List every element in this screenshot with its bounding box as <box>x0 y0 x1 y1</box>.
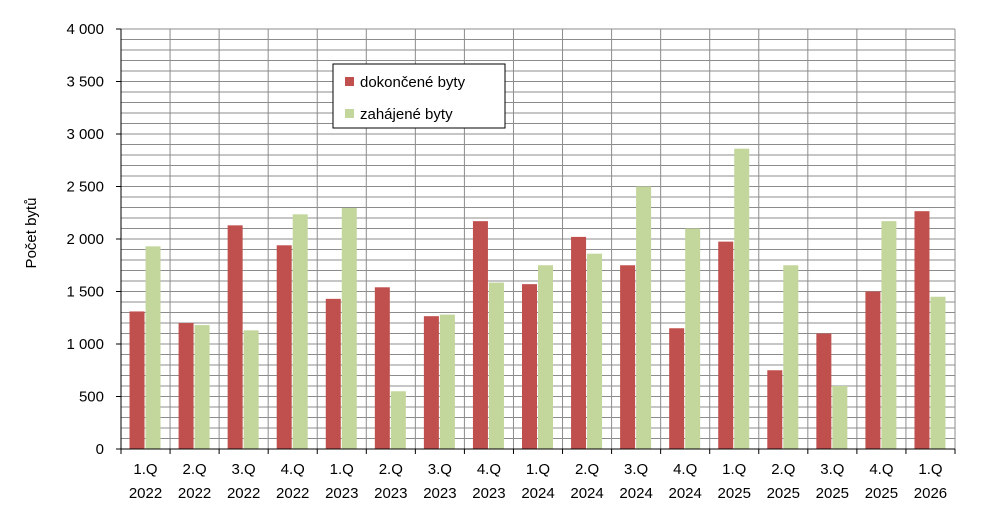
bar-zahajene-14 <box>832 386 848 449</box>
bar-zahajene-12 <box>734 148 750 449</box>
bars <box>129 148 946 449</box>
x-tick-label-year: 2023 <box>423 485 456 502</box>
y-tick-label: 3 000 <box>66 126 104 143</box>
bar-dokoncene-14 <box>816 333 832 449</box>
bar-dokoncene-2 <box>227 225 243 449</box>
x-tick-label-quarter: 4.Q <box>673 461 697 478</box>
y-tick-label: 0 <box>96 441 104 458</box>
x-tick-label-quarter: 2.Q <box>575 461 599 478</box>
bar-zahajene-7 <box>488 282 504 449</box>
y-tick-label: 2 000 <box>66 231 104 248</box>
x-tick-label-quarter: 1.Q <box>330 461 354 478</box>
x-tick-label-quarter: 2.Q <box>182 461 206 478</box>
x-tick-label-year: 2022 <box>276 485 309 502</box>
x-tick-labels: 1.Q 2022 2.Q 2022 3.Q 2022 4.Q 2022 1.Q 2023 2.Q 20… <box>129 461 947 502</box>
axes <box>116 28 956 454</box>
x-tick-label-quarter: 1.Q <box>526 461 550 478</box>
y-tick-labels: 0 500 1 000 1 500 2 000 2 500 3 000 3 500 4 000 <box>66 21 104 458</box>
y-tick-label: 1 000 <box>66 336 104 353</box>
bar-zahajene-1 <box>194 325 210 449</box>
bar-zahajene-2 <box>243 330 259 449</box>
bar-zahajene-0 <box>145 246 161 449</box>
y-axis-label: Počet bytů <box>23 198 40 269</box>
bar-dokoncene-7 <box>472 221 488 449</box>
bar-zahajene-13 <box>783 265 799 449</box>
x-tick-label-year: 2025 <box>767 485 800 502</box>
bar-zahajene-5 <box>390 391 406 449</box>
x-tick-label-year: 2022 <box>129 485 162 502</box>
x-tick-label-quarter: 4.Q <box>281 461 305 478</box>
bar-dokoncene-1 <box>178 323 194 449</box>
bar-dokoncene-15 <box>865 291 881 449</box>
bar-dokoncene-10 <box>620 265 636 449</box>
x-tick-label-year: 2024 <box>570 485 603 502</box>
bar-zahajene-4 <box>341 208 357 449</box>
bar-zahajene-11 <box>685 228 701 449</box>
x-tick-label-year: 2026 <box>914 485 947 502</box>
legend: dokončené byty zahájené byty <box>332 63 506 129</box>
y-tick-label: 2 500 <box>66 179 104 196</box>
x-tick-label-year: 2023 <box>472 485 505 502</box>
x-tick-label-quarter: 1.Q <box>722 461 746 478</box>
bar-dokoncene-9 <box>571 236 587 449</box>
bar-zahajene-3 <box>292 214 308 449</box>
x-tick-label-year: 2025 <box>865 485 898 502</box>
x-tick-label-year: 2023 <box>374 485 407 502</box>
legend-swatch-zahajene <box>345 109 354 118</box>
x-tick-label-year: 2024 <box>521 485 554 502</box>
x-tick-label-quarter: 4.Q <box>477 461 501 478</box>
x-tick-label-quarter: 3.Q <box>428 461 452 478</box>
y-tick-label: 500 <box>79 389 104 406</box>
bar-dokoncene-3 <box>276 245 292 449</box>
x-tick-label-quarter: 1.Q <box>133 461 157 478</box>
x-tick-label-year: 2022 <box>178 485 211 502</box>
x-tick-label-quarter: 3.Q <box>820 461 844 478</box>
y-tick-label: 3 500 <box>66 74 104 91</box>
y-tick-label: 1 500 <box>66 284 104 301</box>
x-tick-label-year: 2024 <box>668 485 701 502</box>
x-tick-label-quarter: 3.Q <box>624 461 648 478</box>
x-tick-label-year: 2023 <box>325 485 358 502</box>
x-tick-label-year: 2025 <box>816 485 849 502</box>
legend-box <box>332 63 506 129</box>
x-tick-label-year: 2022 <box>227 485 260 502</box>
x-tick-label-quarter: 4.Q <box>869 461 893 478</box>
bar-zahajene-10 <box>636 186 652 449</box>
bar-zahajene-8 <box>538 265 553 449</box>
x-tick-label-quarter: 1.Q <box>918 461 942 478</box>
bar-zahajene-9 <box>587 253 603 449</box>
x-tick-label-quarter: 2.Q <box>771 461 795 478</box>
bar-zahajene-15 <box>881 221 897 449</box>
y-tick-label: 4 000 <box>66 21 104 38</box>
bar-dokoncene-12 <box>718 241 734 449</box>
bar-dokoncene-8 <box>522 284 537 449</box>
bar-zahajene-16 <box>930 296 946 449</box>
bar-dokoncene-13 <box>767 370 783 449</box>
bar-dokoncene-11 <box>669 328 685 449</box>
bar-dokoncene-5 <box>374 287 390 449</box>
bar-zahajene-6 <box>439 314 455 449</box>
x-tick-label-quarter: 3.Q <box>232 461 256 478</box>
bar-dokoncene-16 <box>914 211 930 449</box>
x-tick-label-year: 2025 <box>718 485 751 502</box>
bar-dokoncene-4 <box>325 298 341 449</box>
bar-dokoncene-6 <box>423 316 439 449</box>
x-tick-label-quarter: 2.Q <box>379 461 403 478</box>
legend-swatch-dokoncene <box>345 77 354 86</box>
legend-label-dokoncene: dokončené byty <box>360 74 466 91</box>
legend-label-zahajene: zahájené byty <box>360 106 453 123</box>
bar-dokoncene-0 <box>129 311 145 449</box>
x-tick-label-year: 2024 <box>619 485 652 502</box>
